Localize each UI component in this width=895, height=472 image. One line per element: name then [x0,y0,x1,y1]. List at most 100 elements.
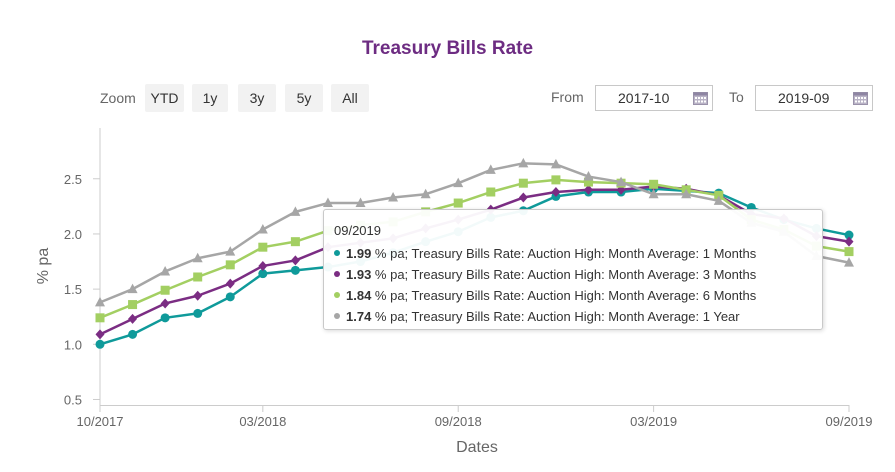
data-point [128,300,138,310]
data-point [648,188,659,199]
data-point [160,313,170,323]
series-line [99,178,850,319]
data-point [518,157,529,168]
data-point [713,195,724,205]
data-point [290,237,300,247]
data-point [160,298,170,309]
x-tick-label: 09/2018 [435,414,482,429]
tooltip: 09/2019 1.99 % pa; Treasury Bills Rate: … [323,209,823,330]
series-dot-icon [334,250,340,256]
y-tick-label: 1.5 [64,282,82,297]
data-point [258,260,268,271]
y-tick-label: 0.5 [64,392,82,407]
data-point [128,313,138,324]
tooltip-unit: % pa; [371,288,412,303]
tooltip-series-name: Treasury Bills Rate: Auction High: Month… [411,246,757,261]
data-point [225,246,236,256]
zoom-3y-button[interactable]: 3y [238,84,276,112]
y-tick-label: 1.0 [64,337,82,352]
y-axis-title: % pa [35,248,52,285]
data-point [322,197,333,208]
data-point [388,192,399,202]
data-point [193,290,203,301]
data-point [290,265,300,275]
tooltip-row: 1.74 % pa; Treasury Bills Rate: Auction … [334,309,740,324]
tooltip-header: 09/2019 [334,223,381,238]
tooltip-value: 1.74 [346,309,372,324]
data-point [583,184,593,195]
data-point [486,187,496,197]
to-date-input[interactable]: 2019-09 [755,85,873,111]
data-point [420,188,431,199]
data-point [128,329,138,339]
data-point [583,171,594,181]
to-label: To [729,89,744,105]
x-tick-label: 09/2019 [826,414,873,429]
data-point [518,192,528,203]
data-point [193,308,203,318]
tooltip-row: 1.99 % pa; Treasury Bills Rate: Auction … [334,246,756,261]
data-point [127,283,138,294]
data-point [95,339,105,349]
data-point [258,242,268,252]
data-point [95,313,105,323]
tooltip-value: 1.99 [346,246,372,261]
data-point [616,176,627,187]
data-point [844,230,854,240]
calendar-icon[interactable] [693,91,708,105]
data-point [193,272,203,282]
tooltip-row: 1.84 % pa; Treasury Bills Rate: Auction … [334,288,756,303]
series-dot-icon [334,292,340,298]
zoom-label: Zoom [100,90,136,106]
zoom-5y-button[interactable]: 5y [285,84,323,112]
tooltip-series-name: Treasury Bills Rate: Auction High: Month… [411,309,740,324]
x-tick-label: 10/2017 [77,414,124,429]
data-point [551,187,561,198]
to-date-value: 2019-09 [778,90,830,106]
data-point [583,177,593,187]
data-point [453,177,464,188]
data-point [225,278,235,289]
data-point [649,179,659,189]
series-line [99,162,850,304]
tooltip-unit: % pa; [371,309,412,324]
x-axis-title: Dates [456,439,498,456]
series-dot-icon [334,313,340,319]
zoom-1y-button[interactable]: 1y [192,84,228,112]
tooltip-unit: % pa; [371,267,412,282]
from-date-value: 2017-10 [618,90,670,106]
series-4 [95,157,854,307]
data-point [844,236,854,247]
data-point [290,206,301,216]
data-point [550,158,561,169]
data-point [225,292,235,302]
series-dot-icon [334,271,340,277]
data-point [551,175,561,185]
calendar-icon[interactable] [853,91,868,105]
data-point [681,188,692,199]
chart-title: Treasury Bills Rate [361,38,534,59]
data-point [257,224,268,234]
data-point [844,257,854,267]
from-date-input[interactable]: 2017-10 [595,85,713,111]
data-point [714,190,724,200]
data-point [258,269,268,279]
zoom-all-button[interactable]: All [331,84,369,112]
data-point [453,198,463,208]
data-point [485,164,496,174]
data-point [192,252,203,263]
zoom-ytd-button[interactable]: YTD [145,84,184,112]
tooltip-value: 1.84 [346,288,372,303]
data-point [518,178,528,188]
tooltip-value: 1.93 [346,267,372,282]
tooltip-series-name: Treasury Bills Rate: Auction High: Month… [411,288,757,303]
y-tick-label: 2.5 [64,172,82,187]
tooltip-unit: % pa; [371,246,412,261]
x-tick-label: 03/2018 [239,414,286,429]
data-point [95,329,105,340]
y-tick-label: 2.0 [64,227,82,242]
data-point [160,285,170,295]
x-tick-label: 03/2019 [630,414,677,429]
tooltip-row: 1.93 % pa; Treasury Bills Rate: Auction … [334,267,756,282]
from-label: From [551,89,584,105]
